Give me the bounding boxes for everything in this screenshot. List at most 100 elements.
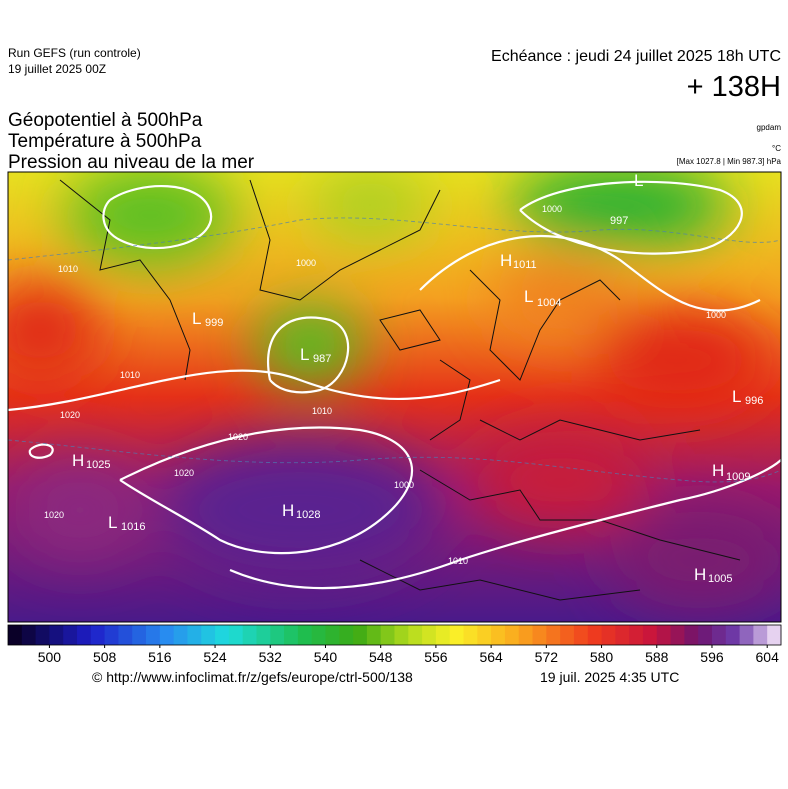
colorbar-swatch [353, 625, 368, 645]
colorbar-swatch [408, 625, 423, 645]
pressure-value: 996 [745, 395, 763, 407]
pressure-value: 1009 [726, 471, 750, 483]
colorbar-swatch [573, 625, 589, 645]
colorbar-swatch [325, 625, 340, 645]
colorbar-swatch [339, 625, 354, 645]
colorbar-swatch [270, 625, 285, 645]
pressure-value: 997 [610, 215, 628, 227]
colorbar-tick-label: 548 [369, 649, 393, 665]
colorbar-swatch [422, 625, 437, 645]
colorbar-swatch [8, 625, 23, 645]
map-frame [7, 171, 782, 623]
colorbar-swatch [77, 625, 92, 645]
isobar-label: 1000 [296, 258, 316, 268]
colorbar-swatch [518, 625, 534, 645]
colorbar-swatch [546, 625, 561, 645]
colorbar-tick-label: 540 [314, 649, 338, 665]
colorbar-swatch [297, 625, 313, 645]
colorbar-tick-label: 564 [479, 649, 503, 665]
colorbar-swatch [477, 625, 492, 645]
pressure-letter: L [634, 171, 643, 190]
isobar-label: 1010 [120, 370, 140, 380]
valid-time: Echéance : jeudi 24 juillet 2025 18h UTC [491, 48, 781, 65]
colorbar-swatch [629, 625, 644, 645]
isobar-label: 1020 [228, 432, 248, 442]
colorbar-swatch [615, 625, 630, 645]
colorbar-swatch [711, 625, 727, 645]
colorbar-tick-label: 516 [148, 649, 172, 665]
pressure-value: 1011 [513, 259, 537, 271]
field-title: Géopotentiel à 500hPa [8, 110, 203, 131]
colorbar-swatch [173, 625, 188, 645]
colorbar-tick-label: 508 [93, 649, 117, 665]
pressure-letter: L [192, 309, 201, 328]
isobar-label: 1010 [312, 406, 332, 416]
colorbar-tick-label: 596 [700, 649, 724, 665]
generated-time: 19 juil. 2025 4:35 UTC [540, 669, 679, 685]
colorbar-swatch [725, 625, 741, 645]
colorbar-swatch [118, 625, 133, 645]
colorbar-swatch [642, 625, 658, 645]
pressure-value: 1005 [708, 573, 732, 585]
colorbar-tick-label: 572 [535, 649, 559, 665]
colorbar-swatch [560, 625, 575, 645]
unit-label: °C [772, 144, 781, 153]
colorbar-swatch [767, 625, 782, 645]
colorbar-swatch [753, 625, 768, 645]
colorbar-swatch [380, 625, 395, 645]
colorbar-tick-label: 524 [203, 649, 227, 665]
colorbar-swatch [435, 625, 451, 645]
pressure-letter: H [712, 461, 724, 480]
map: L 999 L 987 H 1011 L 1004 H 1025 L 1016 … [8, 171, 781, 622]
colorbar-swatch [311, 625, 326, 645]
colorbar-swatch [146, 625, 161, 645]
isobar-label: 1000 [542, 204, 562, 214]
pressure-value: 999 [205, 317, 223, 329]
colorbar-swatch [739, 625, 754, 645]
colorbar: 500 508 516 524 532 540 548 556 564 572 580 588 596 6… [7, 624, 782, 665]
colorbar-swatch [21, 625, 37, 645]
pressure-letter: H [72, 451, 84, 470]
isobar-label: 1020 [60, 410, 80, 420]
colorbar-swatch [201, 625, 216, 645]
colorbar-tick-label: 588 [645, 649, 669, 665]
colorbar-swatch [132, 625, 147, 645]
unit-label: gpdam [757, 123, 782, 132]
colorbar-swatch [366, 625, 382, 645]
isobar-label: 1020 [174, 468, 194, 478]
field-title: Température à 500hPa [8, 131, 202, 152]
colorbar-swatch [49, 625, 64, 645]
colorbar-tick-label: 500 [38, 649, 62, 665]
run-date: 19 juillet 2025 00Z [8, 62, 106, 76]
colorbar-swatch [63, 625, 78, 645]
colorbar-swatch [256, 625, 271, 645]
colorbar-tick-label: 532 [259, 649, 283, 665]
colorbar-tick-label: 604 [756, 649, 780, 665]
pressure-letter: H [500, 251, 512, 270]
colorbar-swatch [463, 625, 478, 645]
colorbar-swatch [90, 625, 106, 645]
colorbar-swatch [215, 625, 230, 645]
source-url: © http://www.infoclimat.fr/z/gefs/europe… [92, 669, 413, 685]
colorbar-swatch [159, 625, 175, 645]
pressure-range: [Max 1027.8 | Min 987.3] hPa [677, 157, 782, 166]
lead-time: + 138H [687, 71, 781, 103]
pressure-letter: L [300, 345, 309, 364]
colorbar-frame [7, 624, 782, 646]
colorbar-swatch [532, 625, 547, 645]
colorbar-tick-label: 556 [424, 649, 448, 665]
pressure-letter: L [732, 387, 741, 406]
colorbar-swatch [242, 625, 257, 645]
colorbar-swatch [449, 625, 465, 645]
isobar-label: 1000 [706, 310, 726, 320]
pressure-letter: H [694, 565, 706, 584]
isobar-label: 1000 [394, 480, 414, 490]
colorbar-swatch [670, 625, 685, 645]
colorbar-swatch [228, 625, 244, 645]
isobar-label: 1010 [448, 556, 468, 566]
colorbar-swatch [684, 625, 699, 645]
colorbar-swatch [698, 625, 713, 645]
colorbar-swatch [187, 625, 202, 645]
colorbar-tick-label: 580 [590, 649, 614, 665]
pressure-value: 1016 [121, 521, 145, 533]
